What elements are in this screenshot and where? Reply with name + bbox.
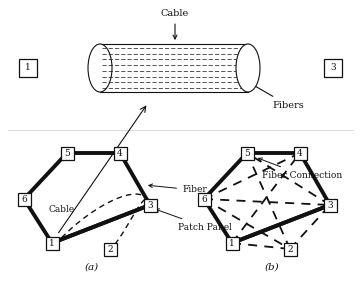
Text: 1: 1: [25, 63, 31, 72]
Text: 3: 3: [147, 201, 153, 210]
Text: (b): (b): [265, 262, 279, 271]
FancyBboxPatch shape: [323, 198, 336, 211]
FancyBboxPatch shape: [144, 198, 157, 211]
FancyBboxPatch shape: [104, 243, 117, 255]
Text: Cable: Cable: [161, 9, 189, 39]
Text: 6: 6: [21, 194, 27, 204]
Text: 4: 4: [297, 149, 303, 158]
Text: 3: 3: [330, 63, 336, 72]
Text: 5: 5: [244, 149, 250, 158]
FancyBboxPatch shape: [45, 236, 58, 249]
Text: Fiber Connection: Fiber Connection: [258, 158, 342, 179]
Text: 2: 2: [107, 245, 113, 253]
FancyBboxPatch shape: [283, 243, 296, 255]
Ellipse shape: [236, 44, 260, 92]
Ellipse shape: [88, 44, 112, 92]
Text: 1: 1: [49, 239, 55, 248]
Text: 6: 6: [201, 194, 207, 204]
FancyBboxPatch shape: [240, 146, 253, 159]
FancyBboxPatch shape: [324, 59, 342, 77]
Text: Fibers: Fibers: [252, 84, 304, 110]
Text: 4: 4: [117, 149, 123, 158]
FancyBboxPatch shape: [17, 192, 30, 205]
Text: 3: 3: [327, 201, 333, 210]
Text: Patch Panel: Patch Panel: [156, 209, 232, 232]
Text: 1: 1: [229, 239, 235, 248]
Text: 2: 2: [287, 245, 293, 253]
FancyBboxPatch shape: [226, 236, 239, 249]
Text: (a): (a): [85, 262, 99, 271]
FancyBboxPatch shape: [113, 146, 126, 159]
FancyBboxPatch shape: [61, 146, 74, 159]
Text: Fiber: Fiber: [149, 184, 207, 194]
FancyBboxPatch shape: [197, 192, 210, 205]
Polygon shape: [100, 44, 248, 92]
Text: 5: 5: [64, 149, 70, 158]
Text: Cable: Cable: [49, 205, 75, 214]
FancyBboxPatch shape: [19, 59, 37, 77]
FancyBboxPatch shape: [293, 146, 306, 159]
